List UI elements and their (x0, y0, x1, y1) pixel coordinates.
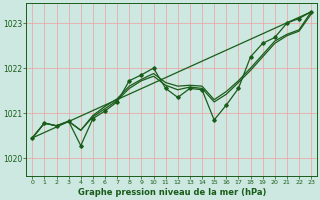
X-axis label: Graphe pression niveau de la mer (hPa): Graphe pression niveau de la mer (hPa) (77, 188, 266, 197)
